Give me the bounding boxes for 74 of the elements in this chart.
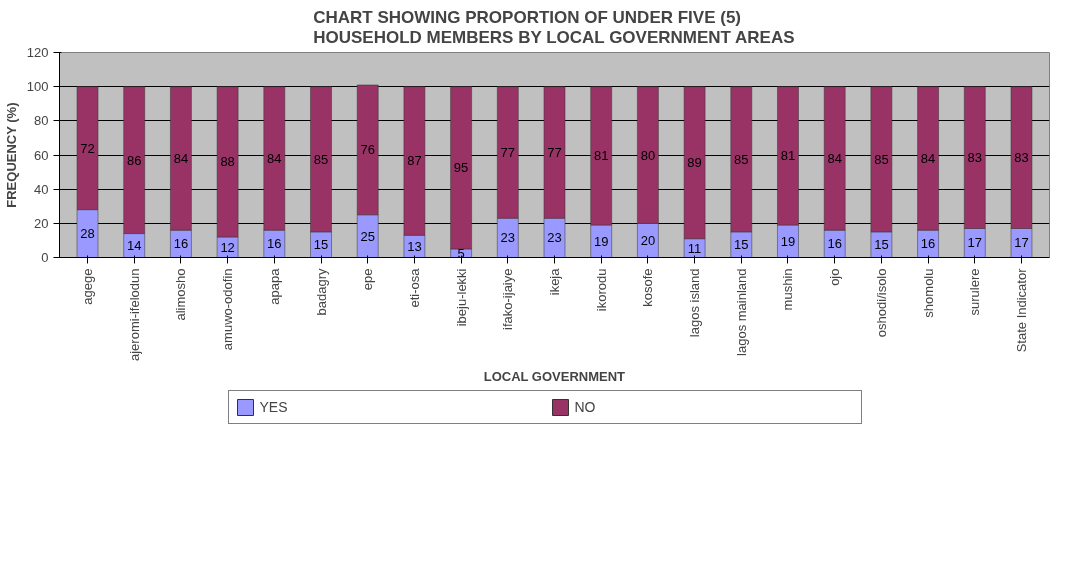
data-label: 19	[780, 233, 796, 249]
data-label: 85	[313, 151, 329, 167]
data-label: 87	[407, 153, 422, 169]
data-label: 15	[874, 237, 889, 253]
chart-title: CHART SHOWING PROPORTION OF UNDER FIVE (5) HOUSEHOLD MEMBERS BY LOCAL GOVERNMENT AREAS	[313, 7, 795, 48]
data-label: 15	[734, 237, 749, 253]
x-tick-label: mushin	[780, 268, 796, 311]
y-tick-label: 100	[26, 79, 49, 95]
data-label: 13	[407, 238, 422, 254]
data-label: 23	[547, 230, 562, 246]
data-label: 86	[126, 152, 142, 168]
data-label: 88	[220, 154, 235, 170]
data-label: 83	[967, 150, 983, 166]
x-tick-label: agege	[80, 268, 96, 305]
data-label: 28	[80, 226, 95, 242]
data-label: 17	[1014, 235, 1029, 251]
x-tick-label: shomolu	[920, 268, 936, 318]
data-label: 77	[500, 144, 516, 160]
y-tick-label: 20	[34, 215, 49, 231]
data-label: 25	[360, 228, 375, 244]
x-tick-label: eti-osa	[406, 267, 422, 308]
x-tick-label: State Indicator	[1013, 267, 1029, 353]
legend-label: NO	[574, 399, 597, 415]
data-label: 15	[313, 237, 329, 253]
data-label: 16	[173, 236, 189, 252]
x-tick-label: apapa	[266, 267, 282, 305]
x-tick-label: ajeromi-ifelodun	[126, 268, 142, 361]
data-label: 23	[500, 230, 516, 246]
data-label: 84	[827, 150, 842, 166]
data-label: 89	[687, 155, 702, 171]
x-tick-label: lagos island	[687, 268, 703, 338]
x-tick-label: epe	[360, 268, 376, 291]
y-axis-title: FREQUENCY (%)	[3, 102, 19, 208]
data-label: 20	[640, 232, 656, 248]
x-tick-label: ikorodu	[593, 268, 609, 312]
y-tick-label: 40	[34, 181, 49, 197]
data-label: 84	[267, 150, 282, 166]
data-label: 77	[547, 144, 562, 160]
data-label: 85	[734, 151, 749, 167]
x-tick-label: kosofe	[640, 268, 656, 307]
y-tick-label: 60	[34, 147, 49, 163]
data-label: 84	[173, 150, 189, 166]
x-axis-title: LOCAL GOVERNMENT	[483, 368, 626, 384]
x-tick-label: ifako-ijaiye	[500, 268, 516, 330]
y-tick-label: 80	[34, 113, 49, 129]
data-label: 95	[453, 160, 469, 176]
x-tick-label: alimosho	[173, 268, 189, 321]
legend-label: YES	[259, 399, 289, 415]
data-label: 11	[687, 240, 702, 256]
data-label: 72	[80, 140, 95, 156]
data-label: 17	[967, 235, 983, 251]
data-label: 81	[593, 148, 609, 164]
x-tick-label: oshodi/isolo	[873, 268, 889, 338]
y-tick-label: 0	[41, 250, 49, 265]
y-tick-label: 120	[26, 45, 49, 60]
data-label: 81	[780, 148, 796, 164]
data-label: 80	[640, 147, 656, 163]
data-label: 85	[874, 151, 889, 167]
data-label: 12	[220, 239, 235, 255]
data-label: 16	[920, 236, 936, 252]
data-label: 76	[360, 142, 375, 158]
data-label: 16	[267, 236, 282, 252]
data-label: 84	[920, 150, 936, 166]
data-label: 19	[593, 233, 609, 249]
data-label: 16	[827, 236, 842, 252]
x-tick-label: ikeja	[547, 267, 562, 296]
x-tick-label: ibeju-lekki	[453, 268, 469, 327]
x-tick-label: surulere	[967, 268, 983, 316]
x-tick-label: amuwo-odofin	[220, 268, 236, 351]
data-label: 83	[1014, 150, 1029, 166]
x-tick-label: badagry	[313, 268, 329, 316]
data-label: 14	[126, 238, 142, 254]
x-tick-label: ojo	[827, 268, 843, 286]
x-tick-label: lagos mainland	[733, 268, 749, 356]
